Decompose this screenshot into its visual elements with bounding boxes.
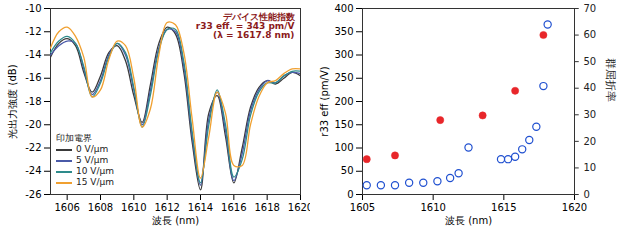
svg-text:群屈折率: 群屈折率 [604,58,617,102]
svg-text:-22: -22 [25,142,41,153]
svg-text:60: 60 [584,29,597,40]
svg-text:1618: 1618 [254,202,279,213]
svg-text:150: 150 [334,119,353,130]
svg-text:30: 30 [584,109,597,120]
svg-text:1616: 1616 [221,202,246,213]
svg-text:250: 250 [334,72,353,83]
svg-text:300: 300 [334,49,353,60]
svg-text:20: 20 [584,136,597,147]
svg-text:400: 400 [334,3,353,14]
svg-text:r33 eff (pm/V): r33 eff (pm/V) [319,66,330,136]
svg-text:波長 (nm): 波長 (nm) [152,215,199,226]
svg-text:50: 50 [341,165,354,176]
svg-text:-20: -20 [25,119,41,130]
svg-text:100: 100 [334,142,353,153]
svg-text:-18: -18 [25,96,41,107]
svg-text:1610: 1610 [121,202,146,213]
html-text:印加電界: 印加電界 [56,133,92,143]
svg-text:-24: -24 [25,165,41,176]
svg-text:0: 0 [347,189,353,200]
svg-text:波長 (nm): 波長 (nm) [445,215,492,226]
svg-text:70: 70 [584,3,597,14]
svg-text:200: 200 [334,96,353,107]
svg-text:デバイス性能指数r33 eff. = 343 pm/V(λ: デバイス性能指数r33 eff. = 343 pm/V(λ = 1617.8 n… [196,12,296,40]
svg-text:-12: -12 [25,26,41,37]
svg-text:1615: 1615 [491,202,516,213]
html-text:15 V/μm: 15 V/μm [76,177,114,187]
svg-text:10: 10 [584,162,597,173]
svg-text:-16: -16 [25,72,41,83]
svg-text:1606: 1606 [54,202,79,213]
svg-text:50: 50 [584,56,597,67]
svg-text:1614: 1614 [188,202,213,213]
html-text:5 V/μm: 5 V/μm [76,155,109,165]
svg-text:-14: -14 [25,49,41,60]
svg-text:1608: 1608 [88,202,113,213]
svg-text:350: 350 [334,26,353,37]
svg-text:1620: 1620 [288,202,310,213]
svg-text:1612: 1612 [154,202,179,213]
html-text:10 V/μm: 10 V/μm [76,166,114,176]
svg-text:40: 40 [584,82,597,93]
svg-text:光出力強度 (dB): 光出力強度 (dB) [7,64,18,138]
svg-text:1620: 1620 [562,202,587,213]
svg-text:1605: 1605 [350,202,375,213]
svg-text:-10: -10 [25,3,41,14]
svg-text:0: 0 [584,189,590,200]
svg-text:1610: 1610 [420,202,445,213]
html-text:0 V/μm: 0 V/μm [76,144,109,154]
svg-text:-26: -26 [25,189,41,200]
